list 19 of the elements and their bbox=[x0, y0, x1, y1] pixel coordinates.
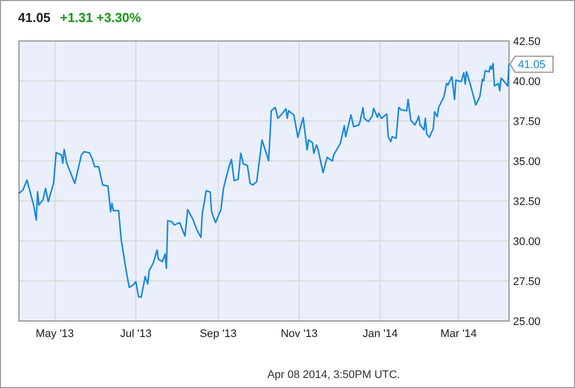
y-tick-label: 40.00 bbox=[513, 76, 541, 88]
y-tick-label: 30.00 bbox=[513, 236, 541, 248]
line-series bbox=[18, 62, 510, 298]
x-tick-label: Nov '13 bbox=[280, 328, 318, 340]
text: Apr 08 2014, 3:50PM UTC. bbox=[267, 369, 400, 381]
y-tick-label: 35.00 bbox=[513, 156, 541, 168]
y-tick-label: 27.50 bbox=[513, 276, 541, 288]
chart-title: 41.05 bbox=[18, 10, 51, 25]
x-tick-label: Sep '13 bbox=[200, 328, 237, 340]
y-tick-label: 42.50 bbox=[513, 36, 541, 48]
x-tick-label: Jan '14 bbox=[362, 328, 398, 340]
annotation: 41.05 bbox=[518, 59, 546, 72]
y-tick-label: 37.50 bbox=[513, 116, 541, 128]
x-tick-label: Jul '13 bbox=[120, 328, 152, 340]
chart-subtitle: +1.31 +3.30% bbox=[60, 10, 142, 25]
y-tick-label: 32.50 bbox=[513, 196, 541, 208]
x-tick-label: May '13 bbox=[36, 328, 74, 340]
x-tick-label: Mar '14 bbox=[440, 328, 477, 340]
y-tick-label: 25.00 bbox=[513, 316, 541, 328]
